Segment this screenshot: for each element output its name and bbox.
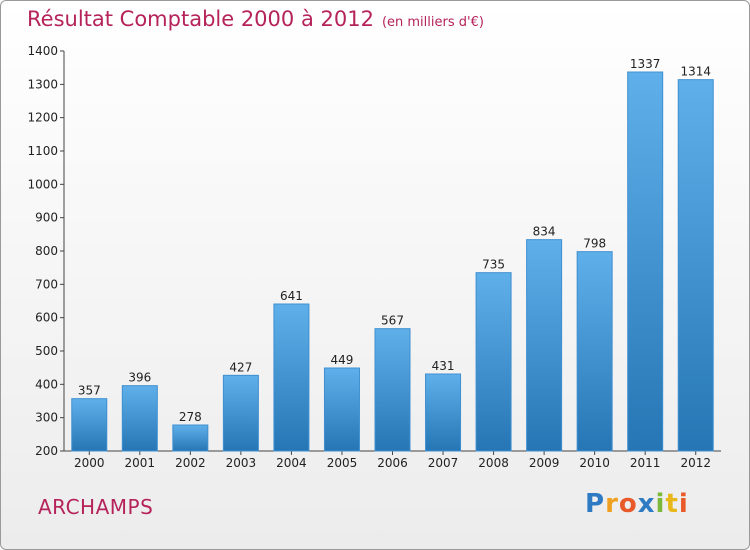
x-tick-label-2004: 2004 xyxy=(276,456,307,470)
value-label-2001: 396 xyxy=(128,371,151,385)
value-label-2009: 834 xyxy=(533,225,556,239)
bar-2009 xyxy=(526,239,563,452)
x-tick-label-2010: 2010 xyxy=(579,456,610,470)
proxiti-logo: Proxiti xyxy=(585,489,689,519)
bars: 357 396 278 427 641 449 567 431 735 834 798 1337 131… xyxy=(71,57,714,452)
x-tick-label-2008: 2008 xyxy=(478,456,509,470)
bar-2003 xyxy=(222,374,259,452)
x-tick-label-2000: 2000 xyxy=(74,456,105,470)
y-tick-label: 500 xyxy=(35,344,58,358)
x-tick-label-2001: 2001 xyxy=(125,456,156,470)
value-label-2006: 567 xyxy=(381,314,404,328)
value-label-2008: 735 xyxy=(482,258,505,272)
commune-name: ARCHAMPS xyxy=(38,495,154,519)
value-label-2012: 1314 xyxy=(680,65,711,79)
x-tick-label-2002: 2002 xyxy=(175,456,206,470)
bar-2012 xyxy=(677,79,714,452)
value-label-2010: 798 xyxy=(583,237,606,251)
y-tick-label: 1200 xyxy=(27,111,58,125)
x-tick-label-2009: 2009 xyxy=(529,456,560,470)
y-tick-label: 1300 xyxy=(27,77,58,91)
chart-title: Résultat Comptable 2000 à 2012 (en millie… xyxy=(27,7,484,31)
value-label-2002: 278 xyxy=(179,410,202,424)
logo-letter: o xyxy=(618,489,638,519)
axes: 200 300 400 500 600 700 800 900 1000 1100 1200 1300… xyxy=(27,44,721,470)
logo-letter: P xyxy=(585,489,606,519)
bar-2008 xyxy=(475,272,512,452)
chart-title-text: Résultat Comptable 2000 à 2012 xyxy=(27,7,374,31)
logo-letter: i xyxy=(678,489,689,519)
y-tick-label: 600 xyxy=(35,311,58,325)
bar-2011 xyxy=(627,71,664,452)
bar-2005 xyxy=(323,367,360,452)
x-tick-label-2006: 2006 xyxy=(377,456,408,470)
value-label-2005: 449 xyxy=(331,353,354,367)
bar-2007 xyxy=(425,373,462,452)
bar-2001 xyxy=(121,385,158,452)
y-tick-label: 900 xyxy=(35,211,58,225)
y-tick-label: 700 xyxy=(35,277,58,291)
chart-unit: (en milliers d'€) xyxy=(381,15,484,30)
y-tick-label: 300 xyxy=(35,411,58,425)
value-label-2007: 431 xyxy=(432,359,455,373)
x-tick-label-2007: 2007 xyxy=(428,456,459,470)
logo-letter: t xyxy=(665,489,679,519)
bar-2000 xyxy=(71,398,108,452)
x-tick-label-2011: 2011 xyxy=(630,456,661,470)
value-label-2000: 357 xyxy=(78,384,101,398)
x-tick-label-2005: 2005 xyxy=(327,456,358,470)
y-tick-label: 1100 xyxy=(27,144,58,158)
bar-2002 xyxy=(172,424,209,452)
value-label-2003: 427 xyxy=(229,360,252,374)
x-tick-label-2012: 2012 xyxy=(680,456,711,470)
logo-letter: r xyxy=(605,489,619,519)
logo-letter: x xyxy=(637,489,656,519)
y-tick-label: 200 xyxy=(35,444,58,458)
value-label-2004: 641 xyxy=(280,289,303,303)
y-tick-label: 1400 xyxy=(27,44,58,58)
y-tick-label: 400 xyxy=(35,377,58,391)
bar-2006 xyxy=(374,328,411,452)
bar-2010 xyxy=(576,251,613,452)
y-tick-label: 1000 xyxy=(27,177,58,191)
bar-2004 xyxy=(273,303,310,452)
x-tick-label-2003: 2003 xyxy=(226,456,257,470)
logo-letter: i xyxy=(655,489,666,519)
y-tick-label: 800 xyxy=(35,244,58,258)
value-label-2011: 1337 xyxy=(630,57,661,71)
